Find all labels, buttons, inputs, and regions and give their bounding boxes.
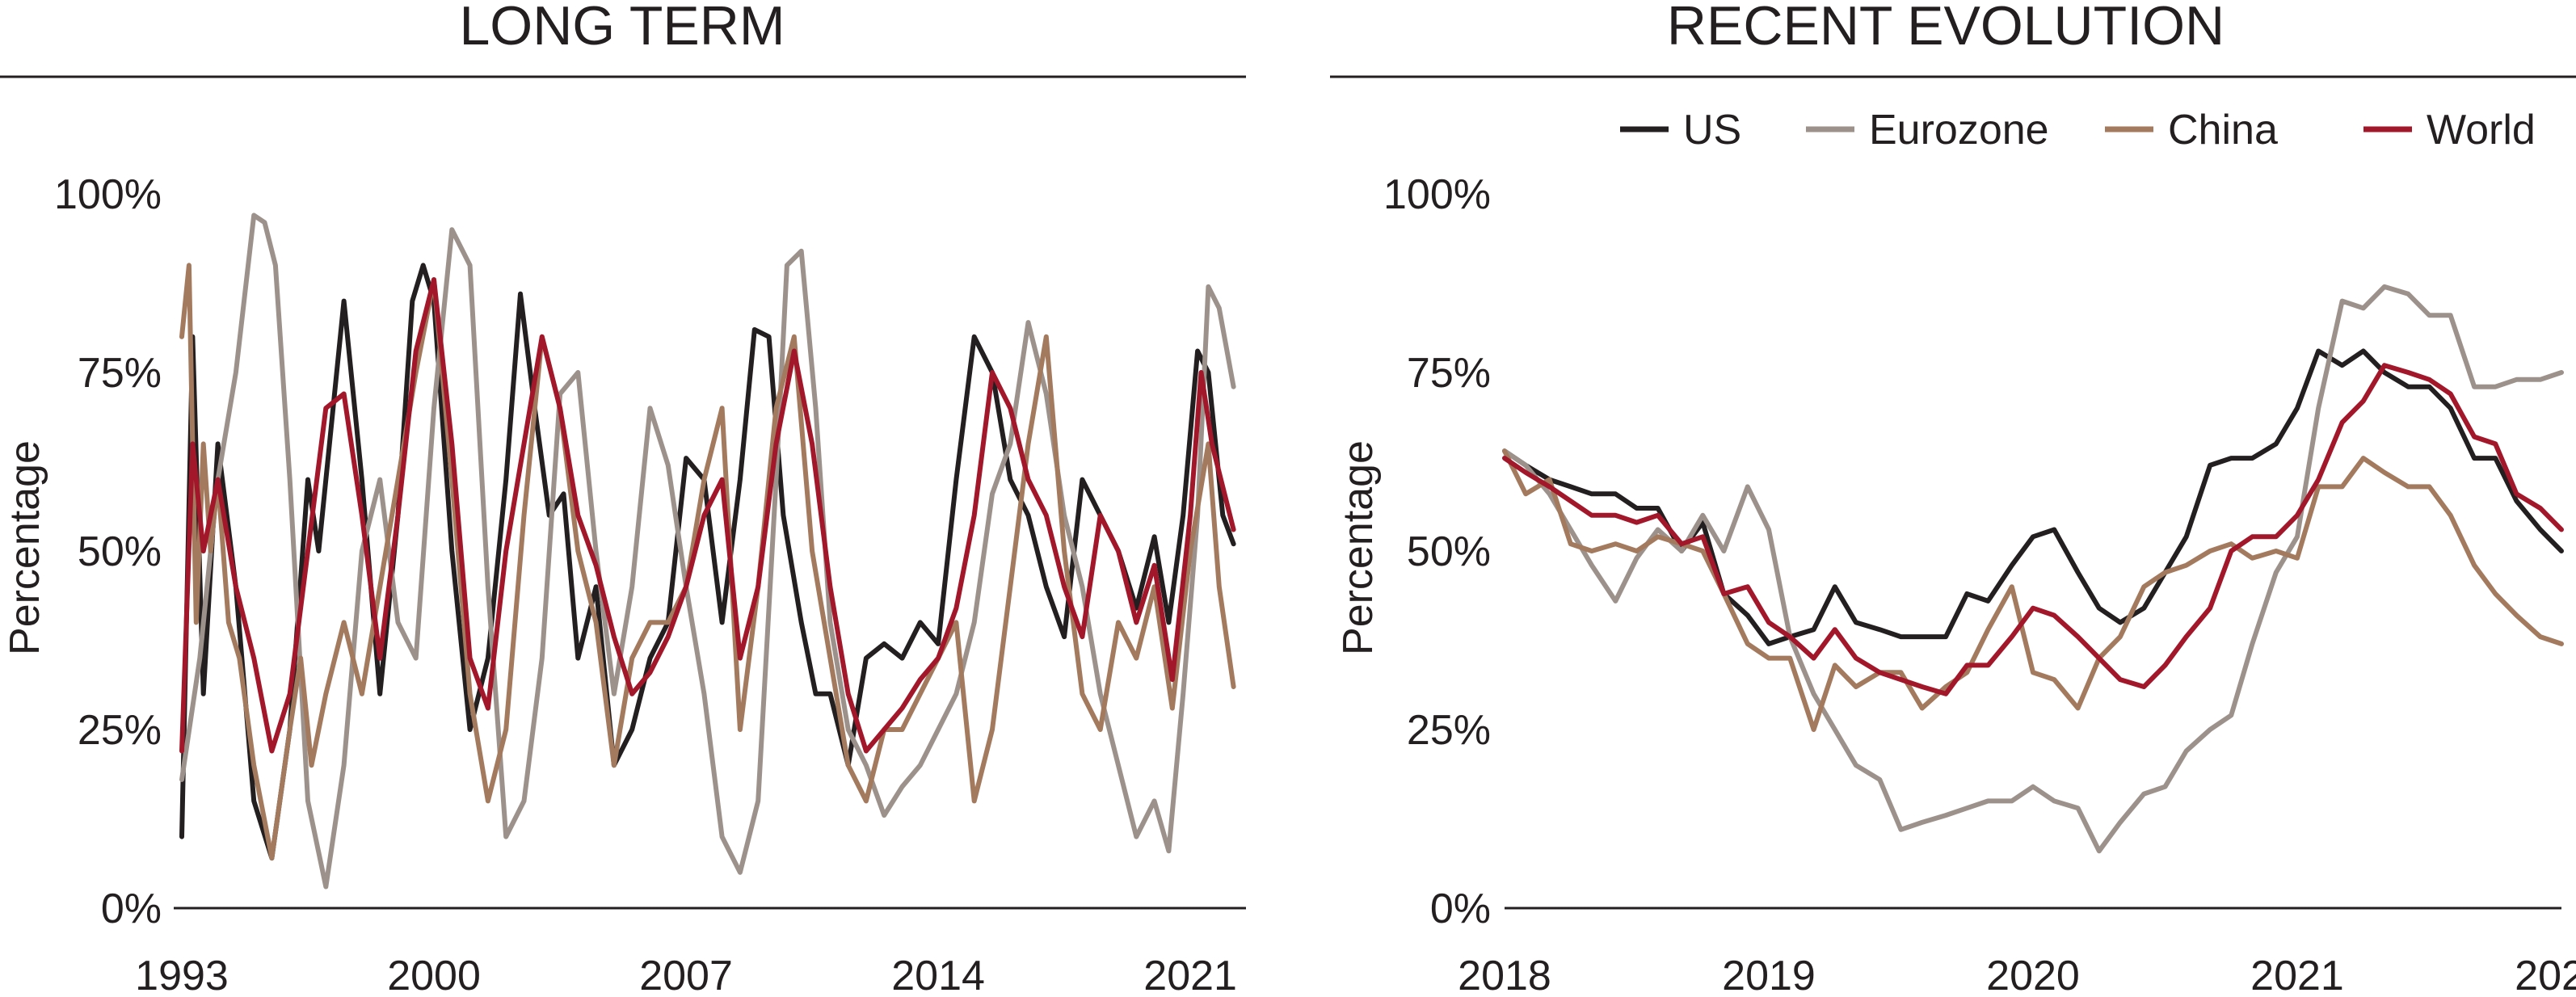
legend-item-world: World [2363, 107, 2536, 154]
long-term-series-china [179, 263, 1236, 861]
legend-label-eurozone: Eurozone [1869, 107, 2049, 154]
recent-evolution-title: RECENT EVOLUTION [1667, 0, 2225, 57]
long-term-panel: LONG TERM Percentage 0% 25% 50% 75% 100% 199… [0, 0, 1246, 997]
long-term-y-ticks: 0% 25% 50% 75% 100% [54, 171, 162, 932]
legend-label-world: World [2427, 107, 2536, 154]
recent-evolution-y-tick-25: 25% [1407, 707, 1491, 754]
recent-evolution-x-tick-2021: 2021 [2250, 953, 2344, 997]
long-term-series [179, 212, 1236, 890]
long-term-y-tick-75: 75% [78, 350, 162, 397]
recent-evolution-series-world [1502, 363, 2564, 696]
long-term-y-tick-25: 25% [78, 707, 162, 754]
long-term-y-tick-0: 0% [101, 886, 162, 932]
recent-evolution-series-eurozone [1502, 284, 2564, 854]
legend-label-china: China [2168, 107, 2278, 154]
legend-item-eurozone: Eurozone [1806, 107, 2049, 154]
long-term-x-tick-2021: 2021 [1143, 953, 1237, 997]
recent-evolution-x-tick-2018: 2018 [1458, 953, 1551, 997]
recent-evolution-x-tick-2020: 2020 [1986, 953, 2080, 997]
long-term-series-eurozone [179, 212, 1236, 890]
long-term-x-tick-2014: 2014 [891, 953, 985, 997]
recent-evolution-x-ticks: 2018 2019 2020 2021 2022 [1458, 953, 2576, 997]
long-term-x-ticks: 1993 2000 2007 2014 2021 [135, 953, 1237, 997]
long-term-y-tick-100: 100% [54, 171, 162, 218]
recent-evolution-y-ticks: 0% 25% 50% 75% 100% [1383, 171, 1491, 932]
long-term-title: LONG TERM [459, 0, 785, 57]
recent-evolution-series-us [1502, 348, 2564, 646]
recent-evolution-series [1502, 284, 2564, 854]
recent-evolution-y-tick-0: 0% [1430, 886, 1491, 932]
recent-evolution-y-tick-100: 100% [1383, 171, 1491, 218]
long-term-y-axis-label: Percentage [2, 440, 48, 655]
recent-evolution-y-tick-50: 50% [1407, 528, 1491, 575]
long-term-y-tick-50: 50% [78, 528, 162, 575]
recent-evolution-x-tick-2019: 2019 [1722, 953, 1816, 997]
legend-label-us: US [1683, 107, 1741, 154]
long-term-x-tick-2007: 2007 [639, 953, 733, 997]
recent-evolution-y-axis-label: Percentage [1335, 440, 1382, 655]
recent-evolution-x-tick-2022: 2022 [2515, 953, 2576, 997]
legend-item-us: US [1620, 107, 1741, 154]
legend: US Eurozone China World [1620, 107, 2536, 154]
recent-evolution-y-tick-75: 75% [1407, 350, 1491, 397]
recent-evolution-panel: RECENT EVOLUTION Percentage US Eurozone Ch… [1330, 0, 2576, 997]
long-term-x-tick-1993: 1993 [135, 953, 229, 997]
legend-item-china: China [2105, 107, 2278, 154]
long-term-x-tick-2000: 2000 [387, 953, 481, 997]
long-term-series-world [179, 277, 1236, 754]
recent-evolution-series-china [1502, 448, 2564, 732]
